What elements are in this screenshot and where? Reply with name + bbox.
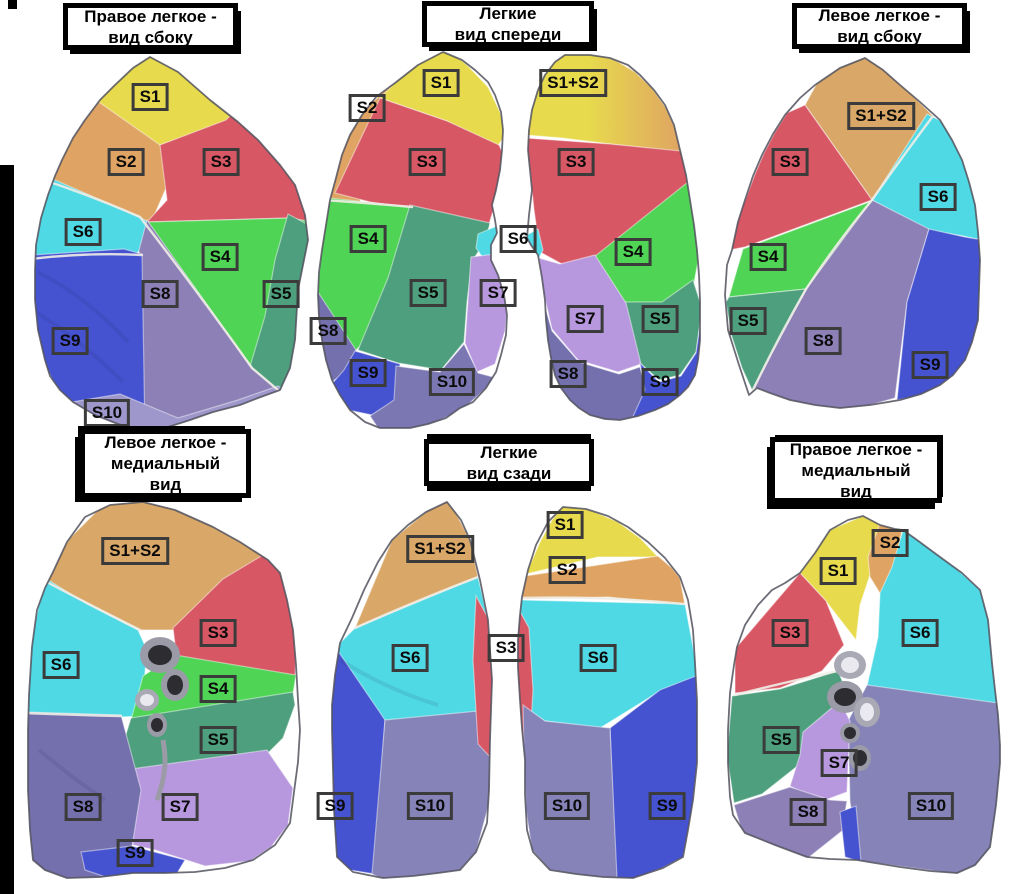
title-front: Легкие вид спереди	[422, 1, 594, 47]
title-right-medial: Правое легкое - медиальный вид	[770, 437, 942, 503]
segment-label-left-medial-s1-s2-0: S1+S2	[101, 537, 169, 565]
segment-label-right-medial-s5-4: S5	[762, 726, 800, 754]
segment-label-back-s9-6: S9	[316, 792, 354, 820]
title-left-lateral: Левое легкое - вид сбоку	[792, 3, 967, 49]
segment-label-front-s3-4: S3	[557, 148, 595, 176]
segment-label-right-lateral-s4-4: S4	[201, 243, 239, 271]
segment-label-left-lateral-s4-3: S4	[749, 243, 787, 271]
segment-label-front-s3-3: S3	[408, 148, 446, 176]
segment-label-left-medial-s6-2: S6	[42, 651, 80, 679]
segment-label-left-lateral-s6-2: S6	[919, 183, 957, 211]
segment-label-front-s9-16: S9	[641, 368, 679, 396]
title-left-medial: Левое легкое - медиальный вид	[80, 429, 251, 498]
segment-label-left-medial-s3-1: S3	[199, 619, 237, 647]
segment-label-back-s6-5: S6	[579, 644, 617, 672]
segment-label-right-lateral-s8-6: S8	[141, 280, 179, 308]
segment-label-front-s8-12: S8	[309, 317, 347, 345]
segment-label-back-s6-4: S6	[391, 644, 429, 672]
segment-label-right-medial-s7-5: S7	[820, 749, 858, 777]
segment-label-front-s5-11: S5	[641, 305, 679, 333]
segment-label-back-s10-8: S10	[543, 792, 591, 820]
segment-label-right-medial-s8-6: S8	[789, 798, 827, 826]
segment-label-left-medial-s8-5: S8	[64, 793, 102, 821]
segment-label-front-s7-9: S7	[479, 279, 517, 307]
segment-label-front-s7-10: S7	[566, 305, 604, 333]
title-back: Легкие вид сзади	[424, 439, 594, 486]
segment-label-right-medial-s1-1: S1	[819, 557, 857, 585]
segment-label-back-s1-s2-0: S1+S2	[406, 535, 474, 563]
segment-label-left-lateral-s5-4: S5	[729, 307, 767, 335]
lungs-front-illustration	[317, 51, 701, 429]
right-lung-lateral-illustration	[34, 56, 309, 433]
title-right-lateral: Правое легкое - вид сбоку	[63, 3, 238, 50]
segment-label-front-s9-13: S9	[349, 359, 387, 387]
segment-label-right-medial-s10-7: S10	[907, 792, 955, 820]
left-black-bar	[0, 165, 14, 894]
segment-label-left-medial-s9-7: S9	[116, 839, 154, 867]
segment-label-left-lateral-s3-1: S3	[771, 148, 809, 176]
segment-label-front-s10-14: S10	[428, 368, 476, 396]
segment-label-front-s6-6: S6	[499, 225, 537, 253]
segment-label-front-s1-s2-2: S1+S2	[539, 69, 607, 97]
segment-label-back-s2-2: S2	[548, 556, 586, 584]
segment-label-left-lateral-s8-5: S8	[804, 327, 842, 355]
segment-label-right-medial-s3-2: S3	[771, 619, 809, 647]
segment-label-right-lateral-s3-2: S3	[202, 148, 240, 176]
segment-label-right-lateral-s10-8: S10	[83, 399, 131, 427]
segment-label-right-lateral-s9-7: S9	[51, 327, 89, 355]
segment-label-right-lateral-s1-0: S1	[131, 83, 169, 111]
segment-label-back-s1-1: S1	[546, 511, 584, 539]
lungs-back-illustration	[331, 501, 698, 879]
segment-label-right-lateral-s6-3: S6	[64, 218, 102, 246]
segment-label-front-s5-8: S5	[409, 279, 447, 307]
segment-label-left-lateral-s1-s2-0: S1+S2	[847, 102, 915, 130]
segment-label-right-lateral-s2-1: S2	[107, 148, 145, 176]
right-lung-medial-illustration	[727, 515, 1001, 874]
segment-label-right-medial-s2-0: S2	[871, 529, 909, 557]
segment-label-left-medial-s5-4: S5	[199, 726, 237, 754]
segment-label-front-s1-0: S1	[422, 69, 460, 97]
segment-label-left-medial-s4-3: S4	[199, 675, 237, 703]
segment-label-right-lateral-s5-5: S5	[262, 280, 300, 308]
corner-mark	[8, 0, 17, 9]
segment-label-right-medial-s6-3: S6	[901, 619, 939, 647]
left-lung-lateral-illustration	[724, 57, 981, 409]
segment-label-back-s10-7: S10	[406, 792, 454, 820]
segment-label-front-s2-1: S2	[348, 94, 386, 122]
segment-label-front-s4-7: S4	[614, 238, 652, 266]
segment-label-back-s9-9: S9	[648, 792, 686, 820]
segment-label-front-s8-15: S8	[549, 360, 587, 388]
segment-label-left-medial-s7-6: S7	[161, 793, 199, 821]
segment-label-left-lateral-s9-6: S9	[911, 351, 949, 379]
segment-label-front-s4-5: S4	[349, 225, 387, 253]
segment-label-back-s3-3: S3	[487, 634, 525, 662]
